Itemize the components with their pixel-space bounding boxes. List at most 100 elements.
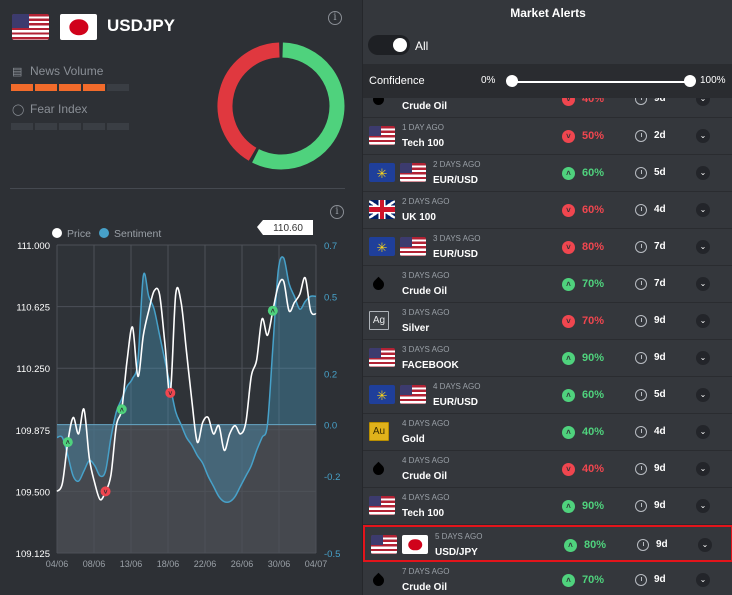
alert-duration: 9d	[656, 539, 668, 550]
clock-icon	[635, 352, 647, 364]
bullish-arrow-icon: ˄	[564, 539, 577, 552]
expand-chevron-icon[interactable]: ⌄	[696, 351, 710, 365]
news-volume-segment	[107, 84, 129, 91]
expand-chevron-icon[interactable]: ⌄	[696, 129, 710, 143]
confidence-min: 0%	[481, 75, 496, 86]
x-tick-label: 18/06	[157, 559, 180, 569]
buy-signal-marker[interactable]	[267, 305, 278, 316]
y-left-tick-label: 109.500	[16, 487, 50, 498]
alert-time: 5 DAYS AGO	[435, 532, 483, 541]
alert-row[interactable]: 3 DAYS AGO EUR/USD ˅ 80% 7d ⌄	[363, 229, 732, 266]
buy-signal-marker[interactable]	[62, 437, 73, 448]
alert-time: 4 DAYS AGO	[402, 456, 450, 465]
all-toggle[interactable]	[368, 35, 410, 55]
alert-confidence: 60%	[582, 204, 605, 216]
x-tick-label: 08/06	[83, 559, 106, 569]
expand-chevron-icon[interactable]: ⌄	[696, 499, 710, 513]
x-tick-label: 04/06	[46, 559, 69, 569]
alert-time: 4 DAYS AGO	[402, 493, 450, 502]
expand-chevron-icon[interactable]: ⌄	[696, 462, 710, 476]
alert-duration: 9d	[654, 500, 666, 511]
y-right-tick-label: -0.5	[324, 549, 340, 560]
alert-time: 3 DAYS AGO	[402, 271, 450, 280]
confidence-max-handle[interactable]	[684, 75, 696, 87]
legend-sentiment-label[interactable]: Sentiment	[114, 228, 161, 240]
expand-chevron-icon[interactable]: ⌄	[696, 425, 710, 439]
fear-index-segment	[11, 123, 33, 130]
divider	[10, 188, 345, 189]
expand-chevron-icon[interactable]: ⌄	[696, 573, 710, 587]
news-volume-segment	[11, 84, 33, 91]
alert-row[interactable]: 3 DAYS AGO Crude Oil ˄ 70% 7d ⌄	[363, 266, 732, 303]
jp-flag-icon	[60, 14, 97, 40]
legend-price-swatch	[52, 228, 62, 238]
chart-upper-band	[57, 245, 316, 425]
alert-instrument: FACEBOOK	[402, 360, 459, 371]
fear-index-meter	[11, 123, 129, 130]
alert-row[interactable]: Ag 3 DAYS AGO Silver ˅ 70% 9d ⌄	[363, 303, 732, 340]
alert-instrument: Crude Oil	[402, 582, 448, 593]
alert-row-selected[interactable]: 5 DAYS AGO USD/JPY ˄ 80% 9d ⌄	[363, 525, 732, 562]
alert-row[interactable]: 3 DAYS AGO FACEBOOK ˄ 90% 9d ⌄	[363, 340, 732, 377]
y-right-tick-label: 0.5	[324, 292, 337, 303]
bearish-arrow-icon: ˅	[562, 241, 575, 254]
info-icon[interactable]: i	[328, 11, 342, 25]
confidence-slider-track[interactable]	[511, 81, 691, 83]
alert-row[interactable]: 4 DAYS AGO EUR/USD ˄ 60% 5d ⌄	[363, 377, 732, 414]
us-flag-icon	[12, 14, 49, 40]
alert-row[interactable]: 1 DAY AGO Tech 100 ˅ 50% 2d ⌄	[363, 118, 732, 155]
bearish-arrow-icon: ˅	[562, 315, 575, 328]
alert-duration: 9d	[654, 352, 666, 363]
alert-confidence: 40%	[582, 98, 605, 105]
sell-signal-marker[interactable]	[165, 387, 176, 398]
expand-chevron-icon[interactable]: ⌄	[696, 240, 710, 254]
alert-duration: 5d	[654, 389, 666, 400]
confidence-min-handle[interactable]	[506, 75, 518, 87]
fear-index-segment	[107, 123, 129, 130]
expand-chevron-icon[interactable]: ⌄	[696, 314, 710, 328]
y-left-tick-label: 110.625	[16, 303, 50, 314]
alert-confidence: 40%	[582, 426, 605, 438]
alert-instrument: EUR/USD	[433, 175, 479, 186]
alert-confidence: 60%	[582, 389, 605, 401]
price-tag-pointer	[257, 220, 263, 235]
bullish-arrow-icon: ˄	[562, 574, 575, 587]
news-volume-segment	[83, 84, 105, 91]
us-flag-icon	[400, 237, 426, 256]
alert-row[interactable]: 2 DAYS AGO EUR/USD ˄ 60% 5d ⌄	[363, 155, 732, 192]
price-tag-box	[263, 220, 313, 235]
sell-signal-marker[interactable]	[100, 486, 111, 497]
clock-icon	[637, 539, 649, 551]
market-alerts-panel: Market Alerts All Confidence 0% 100% Cru…	[362, 0, 732, 595]
alert-confidence: 50%	[582, 130, 605, 142]
x-tick-label: 26/06	[231, 559, 254, 569]
x-tick-label: 30/06	[268, 559, 291, 569]
sentiment-donut	[217, 42, 345, 170]
clock-icon	[635, 463, 647, 475]
alert-row[interactable]: 4 DAYS AGO Tech 100 ˄ 90% 9d ⌄	[363, 488, 732, 525]
legend-price-label[interactable]: Price	[67, 228, 91, 240]
expand-chevron-icon[interactable]: ⌄	[696, 388, 710, 402]
y-left-tick-label: 110.250	[16, 364, 50, 375]
alert-time: 7 DAYS AGO	[402, 567, 450, 576]
alert-row[interactable]: Crude Oil ˅ 40% 9d ⌄	[363, 98, 732, 118]
alert-row[interactable]: 4 DAYS AGO Crude Oil ˅ 40% 9d ⌄	[363, 451, 732, 488]
alert-row[interactable]: 7 DAYS AGO Crude Oil ˄ 70% 9d ⌄	[363, 562, 732, 595]
alert-duration: 9d	[654, 315, 666, 326]
expand-chevron-icon[interactable]: ⌄	[696, 277, 710, 291]
chart-info-icon[interactable]: i	[330, 205, 344, 219]
signal-arrow-icon: ˅	[168, 391, 172, 398]
expand-chevron-icon[interactable]: ⌄	[696, 98, 710, 106]
expand-chevron-icon[interactable]: ⌄	[696, 203, 710, 217]
alert-row[interactable]: Au 4 DAYS AGO Gold ˄ 40% 4d ⌄	[363, 414, 732, 451]
expand-chevron-icon[interactable]: ⌄	[696, 166, 710, 180]
alert-confidence: 70%	[582, 574, 605, 586]
eu-flag-icon	[369, 163, 395, 182]
eu-flag-icon	[369, 237, 395, 256]
alert-row[interactable]: 2 DAYS AGO UK 100 ˅ 60% 4d ⌄	[363, 192, 732, 229]
fear-index-segment	[83, 123, 105, 130]
expand-chevron-icon[interactable]: ⌄	[698, 538, 712, 552]
buy-signal-marker[interactable]	[116, 404, 127, 415]
clock-icon	[635, 426, 647, 438]
alert-confidence: 40%	[582, 463, 605, 475]
